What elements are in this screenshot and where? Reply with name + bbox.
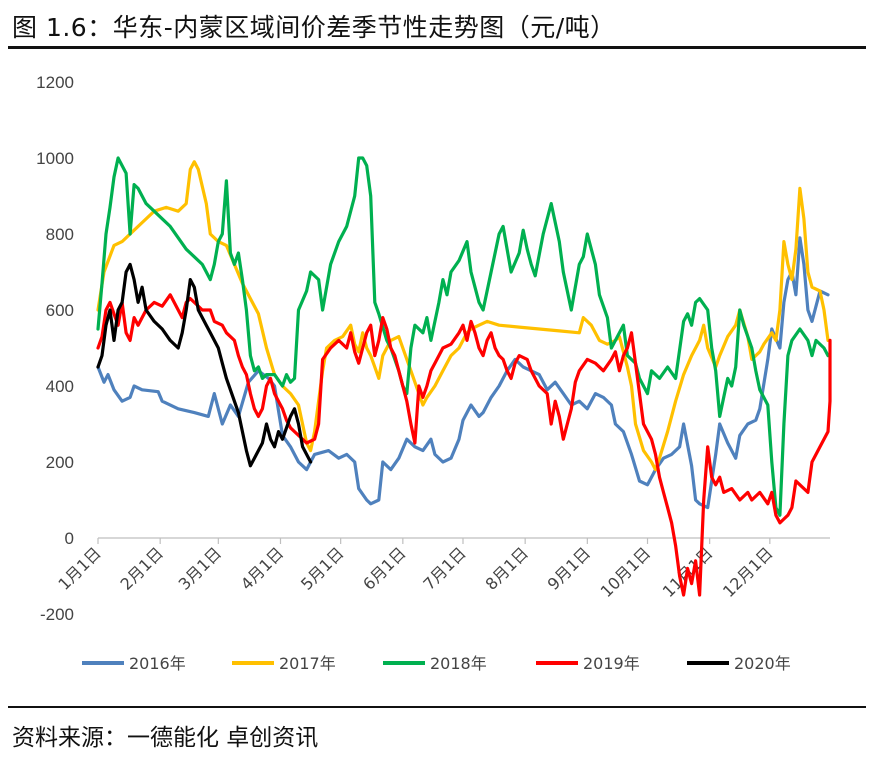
x-tick-label: 8月1日 [482,543,532,593]
y-tick-label: 400 [46,377,74,396]
x-tick-label: 9月1日 [544,543,594,593]
plot-area [96,156,832,597]
y-tick-label: 0 [65,529,74,548]
y-tick-label: 200 [46,453,74,472]
y-tick-label: -200 [40,605,74,624]
legend-label-1: 2017年 [279,654,336,673]
series-line-2 [96,156,830,517]
legend-label-4: 2020年 [734,654,791,673]
series-line-3 [96,293,832,597]
x-tick-label: 4月1日 [237,543,287,593]
x-tick-label: 3月1日 [175,543,225,593]
legend-label-3: 2019年 [583,654,640,673]
x-tick-label: 1月1日 [54,543,104,593]
legend: 2016年 2017年 2018年 2019年 2020年 [82,654,791,673]
series-line-4 [96,262,313,468]
legend-label-2: 2018年 [430,654,487,673]
y-axis: -200 0 200 400 600 800 1000 1200 [36,73,74,624]
y-tick-label: 800 [46,225,74,244]
x-axis: 1月1日 2月1日 3月1日 4月1日 5月1日 6月1日 7月1日 8月1日 9月1日 10月1… [54,538,777,601]
y-tick-label: 1000 [36,149,74,168]
figure-title: 图 1.6：华东-内蒙区域间价差季节性走势图（元/吨） [12,13,616,42]
source-note: 资料来源：一德能化 卓创资讯 [12,725,319,751]
source-rule [8,706,866,708]
title-rule [8,46,866,49]
y-tick-label: 1200 [36,73,74,92]
chart: -200 0 200 400 600 800 1000 1200 1月1日 2月1日 3月1日 4月… [36,73,832,673]
x-tick-label: 2月1日 [117,543,167,593]
x-tick-label: 7月1日 [419,543,469,593]
x-tick-label: 12月1日 [719,543,777,601]
x-tick-label: 10月1日 [597,543,655,601]
x-tick-label: 6月1日 [359,543,409,593]
series-line-0 [96,236,830,510]
x-tick-label: 5月1日 [297,543,347,593]
legend-label-0: 2016年 [129,654,186,673]
y-tick-label: 600 [46,301,74,320]
